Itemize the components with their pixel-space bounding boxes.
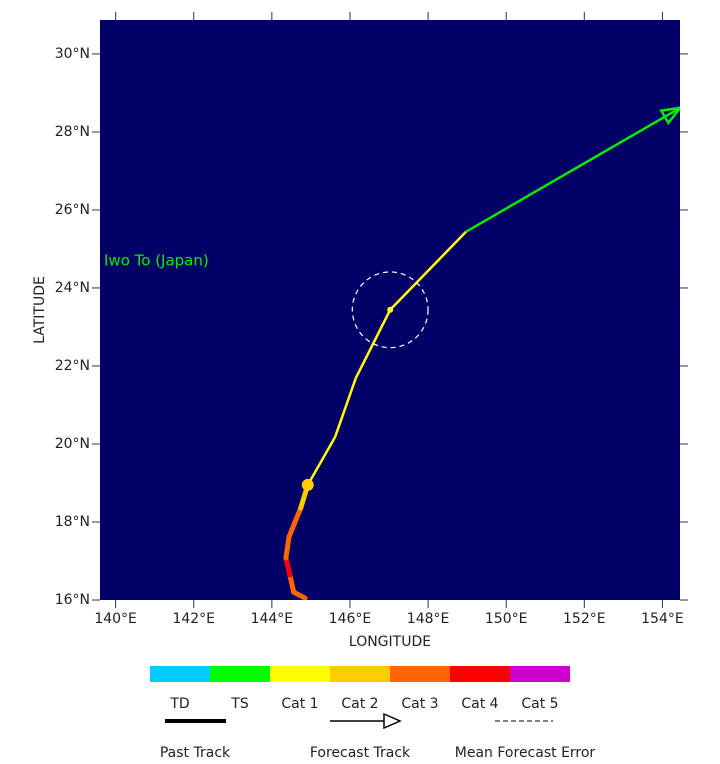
intensity-label: Cat 4 <box>461 696 498 712</box>
y-tick-label: 24°N <box>55 280 90 296</box>
forecast-track-segment <box>389 230 467 311</box>
y-tick-label: 16°N <box>55 592 90 608</box>
y-tick-label: 18°N <box>55 514 90 530</box>
past-track-segment <box>287 572 297 595</box>
x-tick-label: 150°E <box>485 611 528 627</box>
intensity-label: Cat 5 <box>521 696 558 712</box>
mean-forecast-error-circle <box>351 271 429 349</box>
past-track-segment <box>286 505 304 540</box>
intensity-swatch <box>270 666 330 682</box>
forecast-track-segment <box>333 377 358 438</box>
y-tick-label: 22°N <box>55 358 90 374</box>
intensity-label: TS <box>230 696 249 712</box>
forecast-arrowhead <box>659 106 680 126</box>
y-tick-label: 30°N <box>55 46 90 62</box>
x-tick-label: 142°E <box>172 611 215 627</box>
intensity-label: Cat 1 <box>281 696 318 712</box>
x-tick-label: 154°E <box>641 611 684 627</box>
intensity-label: TD <box>169 696 189 712</box>
intensity-swatch <box>390 666 450 682</box>
intensity-label: Cat 2 <box>341 696 378 712</box>
x-axis-label: LONGITUDE <box>349 634 431 650</box>
past-track-segment <box>283 534 292 561</box>
intensity-label: Cat 3 <box>401 696 438 712</box>
intensity-swatch <box>510 666 570 682</box>
intensity-swatch <box>150 666 210 682</box>
x-tick-label: 152°E <box>563 611 606 627</box>
past-track-segment <box>283 555 293 578</box>
forecast-track-segment <box>306 436 337 486</box>
track-layer <box>283 106 680 600</box>
x-tick-label: 146°E <box>329 611 372 627</box>
x-tick-label: 140°E <box>94 611 137 627</box>
intensity-swatch <box>210 666 270 682</box>
y-tick-label: 28°N <box>55 124 90 140</box>
forecast-track-segment <box>465 106 680 233</box>
track-legend-label: Mean Forecast Error <box>455 745 596 760</box>
intensity-swatch <box>450 666 510 682</box>
intensity-swatch <box>330 666 390 682</box>
place-label: Iwo To (Japan) <box>104 252 209 270</box>
y-tick-label: 26°N <box>55 202 90 218</box>
legend-forecast-arrow <box>383 712 402 730</box>
y-tick-label: 20°N <box>55 436 90 452</box>
track-legend-label: Forecast Track <box>310 745 411 760</box>
track-legend-label: Past Track <box>160 745 231 760</box>
y-axis-label: LATITUDE <box>32 276 48 344</box>
x-tick-label: 148°E <box>407 611 450 627</box>
forecast-track-segment <box>354 309 392 379</box>
current-position <box>301 478 314 491</box>
forecast-point <box>387 306 394 313</box>
x-tick-label: 144°E <box>251 611 294 627</box>
